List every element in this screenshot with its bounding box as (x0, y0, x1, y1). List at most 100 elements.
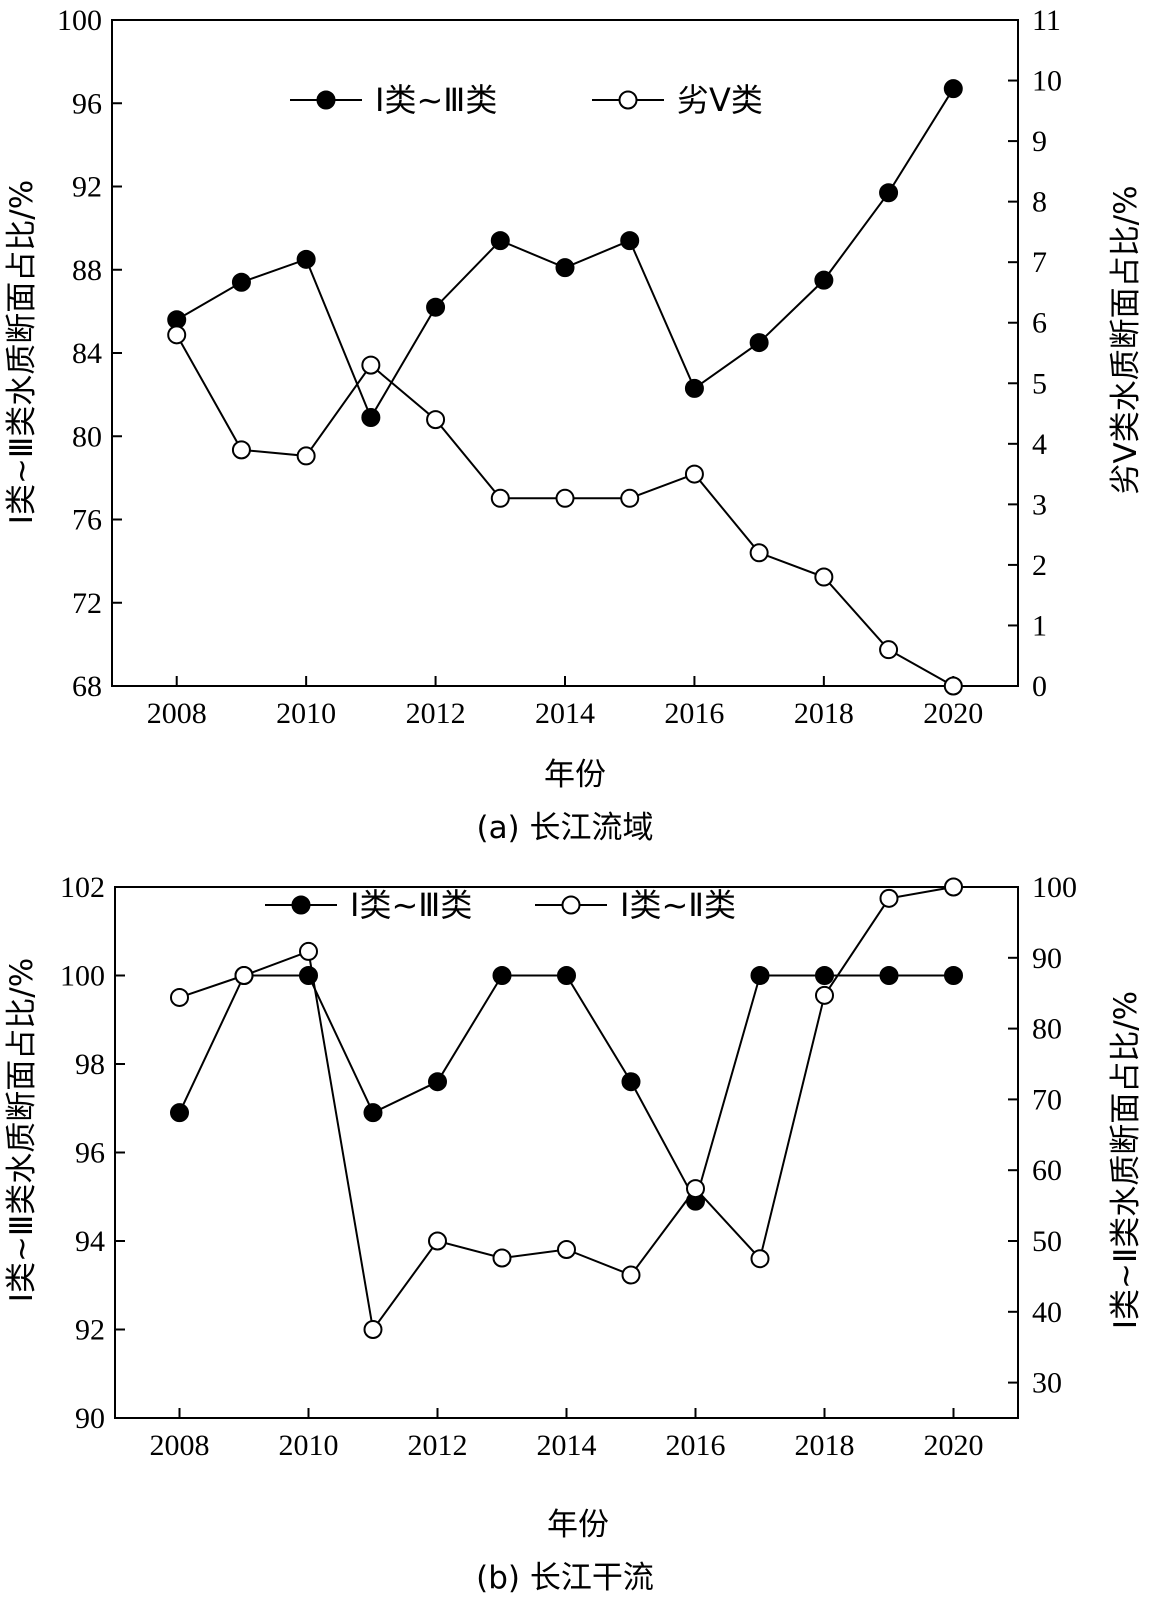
panel-b-series-2-point (234, 966, 254, 985)
panel-a-y-right-tick-label: 2 (1032, 549, 1047, 582)
panel-a-y-right-tick-label: 10 (1032, 65, 1062, 98)
panel-b-legend-label-1: Ⅰ类~Ⅲ类 (350, 886, 472, 924)
panel-a-series-2-point (361, 355, 381, 375)
panel-b-series-1-point (815, 966, 834, 985)
panel-b-series-1-point (428, 1072, 447, 1092)
panel-a-series-1-point (620, 231, 640, 251)
panel-a-legend-label-2: 劣Ⅴ类 (677, 81, 763, 119)
panel-a-series-2-point (231, 440, 251, 460)
panel-a-series-2-point (167, 325, 187, 345)
panel-b-y-right-tick-label: 50 (1032, 1225, 1062, 1258)
panel-b-y-left-tick-label: 92 (75, 1314, 105, 1347)
panel-b-series-2-point (879, 888, 899, 908)
panel-b-series-1-point (621, 1072, 641, 1092)
panel-b-y-right-tick-label: 100 (1032, 871, 1077, 904)
panel-b-x-tick-label: 2008 (150, 1429, 210, 1462)
panel-a-series-2-point (620, 488, 640, 508)
panel-b-y-left-tick-label: 94 (75, 1225, 105, 1258)
panel-b-y-left-tick-label: 100 (60, 960, 105, 993)
panel-b-series-2-point (492, 1248, 512, 1268)
panel-b-series-2-point (815, 985, 834, 1005)
panel-a-series-1-point (879, 183, 899, 203)
panel-a-y-left-tick-label: 96 (72, 87, 102, 120)
panel-a-y-right-tick-label: 5 (1032, 367, 1047, 400)
panel-b-series-2-point (944, 877, 963, 897)
panel-a-legend-marker-1 (316, 90, 336, 110)
panel-b-xlabel: 年份 (547, 1507, 609, 1543)
panel-b-series-2-point (428, 1231, 447, 1251)
panel-a-y-left-tick-label: 84 (72, 337, 102, 370)
panel-b-series-1-point (879, 966, 899, 985)
panel-b-series-line-2 (179, 886, 954, 1333)
panel-a-y-left-tick-label: 100 (57, 4, 102, 37)
panel-b-y-left-tick-label: 90 (75, 1402, 105, 1435)
panel-b-x-tick-label: 2010 (279, 1429, 339, 1462)
panel-b-legend-marker-1 (291, 895, 311, 915)
panel-a-ylabel-left: Ⅰ类~Ⅲ类水质断面占比/% (4, 180, 40, 524)
panel-b-x-tick-label: 2018 (795, 1429, 855, 1462)
panel-a-series-1-point (490, 231, 510, 251)
panel-a-series-2-point (296, 446, 316, 466)
panel-b-y-left-tick-label: 96 (75, 1137, 105, 1170)
panel-b-y-right-tick-label: 30 (1032, 1367, 1062, 1400)
panel-a-x-tick-label: 2020 (923, 697, 983, 730)
panel-a-y-right-tick-label: 11 (1032, 4, 1061, 37)
panel-b-x-tick-label: 2016 (666, 1429, 726, 1462)
panel-b-series-1-point (170, 1103, 189, 1123)
panel-a-series-2-point (684, 464, 704, 484)
panel-b-y-right-tick-label: 60 (1032, 1154, 1062, 1187)
panel-b-series-2-point (686, 1179, 705, 1199)
panel-a-series-1-point (684, 378, 704, 398)
panel-b-series-1-point (492, 966, 512, 985)
panel-a-series-1-point (555, 258, 575, 278)
panel-a-series-2-point (814, 567, 834, 587)
panel-a-series-2-point (943, 676, 963, 696)
panel-b-y-left-tick-label: 102 (60, 871, 105, 904)
panel-a-series-1-point (814, 270, 834, 290)
panel-b-series-2-point (750, 1249, 770, 1269)
panel-a-series-2-point (879, 640, 899, 660)
panel-a-xlabel: 年份 (544, 757, 606, 793)
panel-a-y-left-tick-label: 80 (72, 420, 102, 453)
panel-b-y-right-tick-label: 80 (1032, 1013, 1062, 1046)
panel-a-series-line-2 (175, 334, 954, 687)
panel-a-series-1-point (296, 249, 316, 269)
panel-b-caption: (b) 长江干流 (476, 1560, 654, 1596)
panel-a-y-right-tick-label: 0 (1032, 670, 1047, 703)
panel-b-series-1-point (363, 1103, 383, 1123)
panel-b-series-1-point (750, 966, 770, 985)
panel-a-series-2-point (426, 410, 446, 430)
panel-a-y-right-tick-label: 7 (1032, 246, 1047, 279)
panel-b-x-tick-label: 2020 (924, 1429, 984, 1462)
panel-a-y-right-tick-label: 9 (1032, 125, 1047, 158)
panel-a-y-left-tick-label: 72 (72, 587, 102, 620)
panel-b-legend-marker-2 (561, 895, 581, 915)
panel-a-x-tick-label: 2008 (147, 697, 207, 730)
panel-b-x-tick-label: 2012 (408, 1429, 468, 1462)
panel-a-x-tick-label: 2012 (406, 697, 466, 730)
panel-a-series-line-1 (176, 88, 955, 420)
panel-b-series-2-point (299, 941, 318, 961)
panel-a-plot-frame (111, 19, 1019, 687)
panel-b-series-1-point (557, 966, 576, 985)
panel-a-y-right-tick-label: 8 (1032, 186, 1047, 219)
panel-a-series-1-point (426, 297, 446, 317)
panel-a-series-1-point (231, 272, 251, 292)
panel-b-ylabel-right: Ⅰ类~Ⅱ类水质断面占比/% (1108, 991, 1144, 1329)
panel-b-series-2-point (557, 1239, 576, 1259)
panel-a-series-2-point (555, 488, 575, 508)
panel-a-x-tick-label: 2018 (794, 697, 854, 730)
panel-b-series-2-point (621, 1265, 641, 1285)
panel-a-y-right-tick-label: 6 (1032, 307, 1047, 340)
panel-b-ylabel-left: Ⅰ类~Ⅲ类水质断面占比/% (4, 958, 40, 1302)
panel-a-ylabel-right: 劣Ⅴ类水质断面占比/% (1108, 185, 1144, 494)
panel-a-legend-marker-2 (618, 90, 638, 110)
panel-b-y-left-tick-label: 98 (75, 1048, 105, 1081)
panel-a-series-2-point (749, 543, 769, 563)
panel-a-y-left-tick-label: 88 (72, 254, 102, 287)
panel-a-series-1-point (749, 333, 769, 353)
panel-a-y-left-tick-label: 76 (72, 504, 102, 537)
panel-b-y-right-tick-label: 70 (1032, 1083, 1062, 1116)
panel-a-y-right-tick-label: 1 (1032, 609, 1047, 642)
